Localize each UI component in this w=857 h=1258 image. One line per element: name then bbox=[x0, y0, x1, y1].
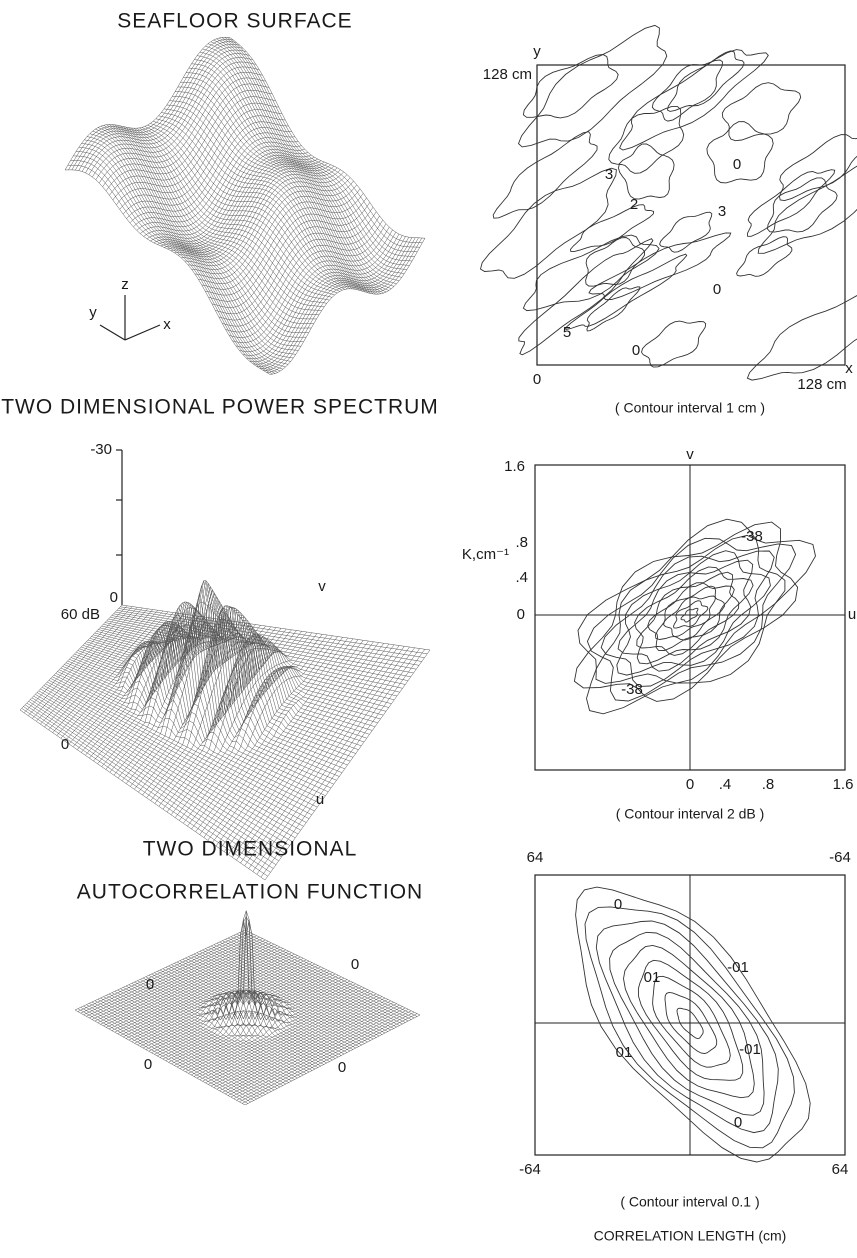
label: 0 bbox=[338, 1059, 346, 1076]
label: TWO DIMENSIONAL POWER SPECTRUM bbox=[1, 396, 439, 419]
figure: SEAFLOOR SURFACEzyxy128 cm0x128 cm( Cont… bbox=[0, 0, 857, 1258]
label: 3 bbox=[718, 203, 726, 220]
label: ( Contour interval 1 cm ) bbox=[615, 400, 765, 416]
label: 128 cm bbox=[797, 376, 846, 393]
label: 0 bbox=[144, 1056, 152, 1073]
label: 5 bbox=[563, 324, 571, 341]
label: AUTOCORRELATION FUNCTION bbox=[77, 881, 423, 904]
label: K,cm⁻¹ bbox=[462, 546, 509, 563]
label: -30 bbox=[90, 441, 112, 458]
label: .8 bbox=[762, 776, 775, 793]
label: SEAFLOOR SURFACE bbox=[117, 10, 352, 33]
label: CORRELATION LENGTH (cm) bbox=[594, 1228, 787, 1244]
label: 2 bbox=[630, 196, 638, 213]
label: 0 bbox=[686, 776, 694, 793]
label: ( Contour interval 0.1 ) bbox=[620, 1194, 759, 1210]
label: z bbox=[121, 276, 129, 293]
label: 0 bbox=[733, 156, 741, 173]
label: 01 bbox=[616, 1044, 633, 1061]
label: 1.6 bbox=[833, 776, 854, 793]
label: 60 dB bbox=[61, 606, 100, 623]
label: y bbox=[89, 304, 97, 321]
label: v bbox=[318, 578, 326, 595]
label: .4 bbox=[515, 569, 528, 586]
label: 128 cm bbox=[483, 66, 532, 83]
label: 0 bbox=[632, 342, 640, 359]
label: -38 bbox=[621, 681, 643, 698]
label: ( Contour interval 2 dB ) bbox=[616, 806, 765, 822]
label: x bbox=[163, 316, 171, 333]
label: .4 bbox=[719, 776, 732, 793]
label: 64 bbox=[527, 849, 544, 866]
label: 3 bbox=[605, 166, 613, 183]
label: .8 bbox=[515, 534, 528, 551]
label: u bbox=[316, 791, 324, 808]
label: 0 bbox=[614, 896, 622, 913]
label: 0 bbox=[713, 281, 721, 298]
label: 0 bbox=[533, 371, 541, 388]
label: -64 bbox=[519, 1161, 541, 1178]
label: -01 bbox=[739, 1041, 761, 1058]
label: -01 bbox=[727, 959, 749, 976]
label: x bbox=[845, 360, 853, 377]
label: -64 bbox=[829, 849, 851, 866]
label: y bbox=[533, 43, 541, 60]
label: 0 bbox=[734, 1114, 742, 1131]
label: -38 bbox=[741, 528, 763, 545]
label: 64 bbox=[832, 1161, 849, 1178]
label: 0 bbox=[351, 956, 359, 973]
label: 0 bbox=[517, 606, 525, 623]
label: 0 bbox=[110, 589, 118, 606]
label: v bbox=[686, 446, 694, 463]
label: TWO DIMENSIONAL bbox=[143, 838, 358, 861]
label: u bbox=[848, 606, 856, 623]
label: 01 bbox=[644, 969, 661, 986]
label: 0 bbox=[61, 736, 69, 753]
label: 0 bbox=[146, 976, 154, 993]
label: 1.6 bbox=[504, 458, 525, 475]
